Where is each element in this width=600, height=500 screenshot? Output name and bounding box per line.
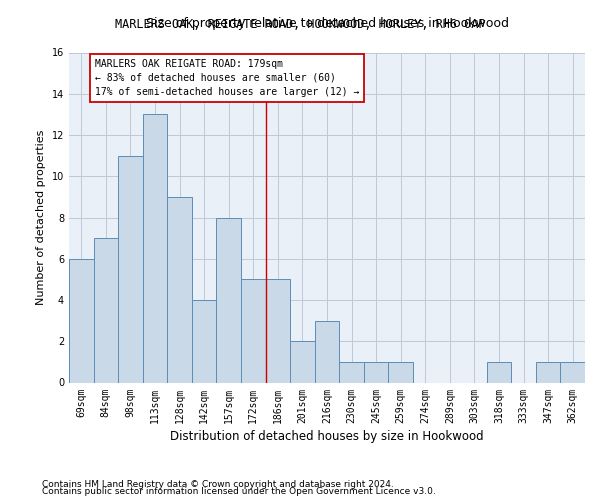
Bar [290, 341, 315, 382]
Text: Contains public sector information licensed under the Open Government Licence v3: Contains public sector information licen… [42, 488, 436, 496]
Bar [167, 197, 192, 382]
Bar [143, 114, 167, 382]
Text: Contains HM Land Registry data © Crown copyright and database right 2024.: Contains HM Land Registry data © Crown c… [42, 480, 394, 489]
Title: Size of property relative to detached houses in Hookwood: Size of property relative to detached ho… [146, 18, 509, 30]
Bar [266, 280, 290, 382]
Bar [118, 156, 143, 382]
Y-axis label: Number of detached properties: Number of detached properties [36, 130, 46, 305]
Bar [560, 362, 585, 382]
Bar [217, 218, 241, 382]
Bar [192, 300, 217, 382]
Text: MARLERS OAK REIGATE ROAD: 179sqm
← 83% of detached houses are smaller (60)
17% o: MARLERS OAK REIGATE ROAD: 179sqm ← 83% o… [95, 58, 359, 96]
Text: MARLERS OAK, REIGATE ROAD, HOOKWOOD, HORLEY, RH6 0AP: MARLERS OAK, REIGATE ROAD, HOOKWOOD, HOR… [115, 18, 485, 30]
Bar [388, 362, 413, 382]
Bar [536, 362, 560, 382]
Bar [364, 362, 388, 382]
Bar [487, 362, 511, 382]
Bar [241, 280, 266, 382]
X-axis label: Distribution of detached houses by size in Hookwood: Distribution of detached houses by size … [170, 430, 484, 442]
Bar [339, 362, 364, 382]
Bar [69, 259, 94, 382]
Bar [94, 238, 118, 382]
Bar [315, 320, 339, 382]
